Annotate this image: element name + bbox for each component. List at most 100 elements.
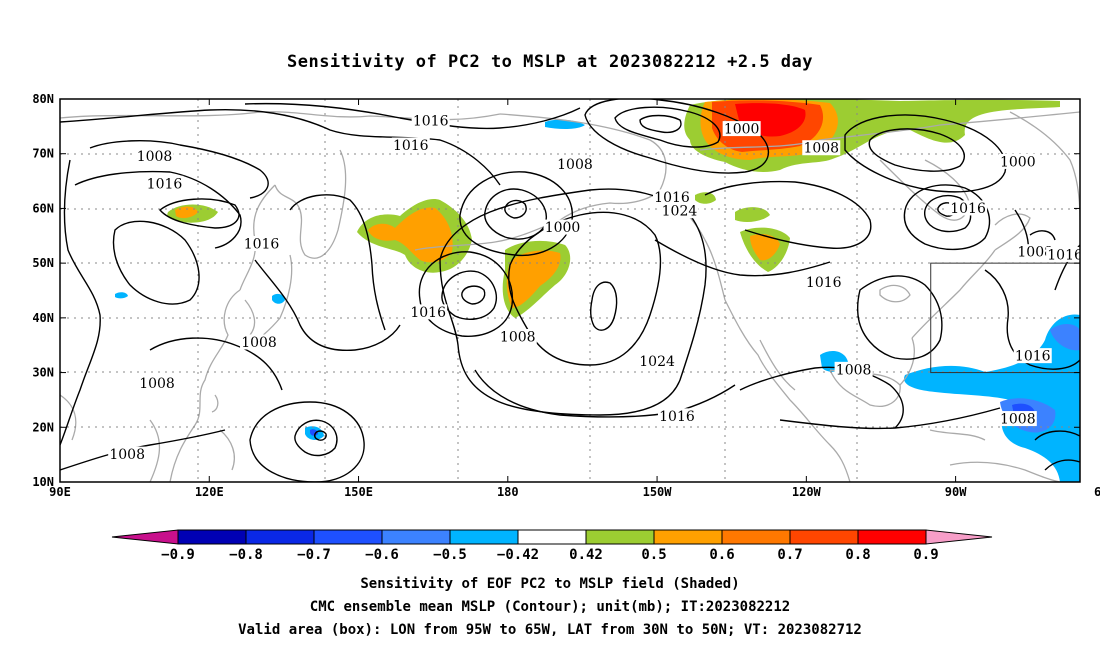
contour-label-1016: 1016 (411, 112, 450, 129)
coastline-caribbean (929, 429, 986, 441)
colorbar-bin (449, 529, 519, 545)
contour-asia-1008-east (149, 337, 283, 391)
contour-arctic-low-inner (639, 114, 682, 134)
colorbar-bin (653, 529, 723, 545)
contour-label-text: 1008 (1017, 245, 1053, 261)
colorbar-tick-label: 0.42 (569, 547, 603, 563)
coastline-hudson-bay (879, 159, 971, 221)
contour-label-bg (411, 112, 450, 128)
colorbar-tick-label: 0.5 (641, 547, 666, 563)
contour-label-1008: 1008 (138, 375, 177, 392)
contour-label-text: 1008 (109, 447, 145, 463)
colorbar-tick-label: −0.9 (161, 547, 195, 563)
coastline-india (60, 394, 77, 441)
contour-asia-1008-inner (112, 220, 200, 305)
coastline-indochina (149, 419, 161, 482)
contour-label-text: 1000 (724, 122, 760, 138)
lon-tick-label: 90E (49, 485, 71, 499)
coastline-alaska (499, 113, 667, 221)
coastline-newfoundland (994, 213, 1031, 251)
lat-tick-label: 50N (32, 256, 54, 270)
contour-label-text: 1016 (950, 201, 986, 217)
lat-tick-label: 70N (32, 147, 54, 161)
contour-label-1016: 1016 (949, 200, 988, 217)
contour-label-bg (653, 189, 691, 205)
contour-pacific-1016-w (254, 259, 401, 352)
lat-tick-label: 60N (32, 201, 54, 215)
contour-canada-1016 (654, 239, 831, 277)
coastline-great-lakes (879, 284, 911, 303)
contour-labels: 1016101610081016101610161008100810081008… (108, 112, 1080, 463)
contour-canada-low-outer (844, 114, 1007, 193)
lon-tick-label: 120E (195, 485, 224, 499)
contour-label-1000: 1000 (543, 219, 582, 236)
contour-label-1016: 1016 (242, 235, 281, 252)
contour-typhoon-outer (249, 401, 365, 482)
colorbar-tick-label: 0.8 (845, 547, 870, 563)
contour-label-bg (1046, 246, 1080, 262)
lat-tick-label: 10N (32, 475, 54, 489)
contour-label-1016: 1016 (1013, 348, 1052, 365)
colorbar-bin (313, 529, 383, 545)
contour-label-bg (135, 148, 174, 164)
contour-label-bg (998, 411, 1037, 427)
contour-caribbean (1034, 430, 1080, 471)
lon-tick-label: 60W (1094, 485, 1100, 499)
caption-line-3: Valid area (box): LON from 95W to 65W, L… (238, 622, 862, 638)
contour-label-bg (660, 203, 699, 219)
shade-asia-blue (115, 292, 128, 299)
contour-label-bg (391, 137, 430, 153)
lat-tick-label: 40N (32, 311, 54, 325)
contour-label-1000: 1000 (998, 153, 1037, 170)
coastline-korea (244, 299, 256, 336)
contour-label-bg (555, 156, 594, 172)
caption-line-1: Sensitivity of EOF PC2 to MSLP field (Sh… (360, 576, 739, 592)
shade-pacific-central-orange (506, 250, 561, 308)
contour-label-bg (138, 375, 177, 391)
contour-atlantic-1016 (856, 275, 943, 360)
contour-canada-1008 (704, 180, 872, 249)
shade-philippine-deep (310, 429, 318, 436)
contour-label-1016: 1016 (391, 137, 430, 154)
contour-label-bg (998, 153, 1037, 169)
colorbar-bin (177, 529, 247, 545)
contour-label-1016: 1016 (1046, 246, 1080, 263)
colorbar-tick-label: −0.42 (497, 547, 539, 563)
colorbar-high-triangle (925, 529, 993, 545)
colorbar-bin (585, 529, 655, 545)
contour-label-text: 1008 (1000, 412, 1036, 428)
lon-tick-label: 120W (792, 485, 822, 499)
contour-label-text: 1008 (137, 149, 173, 165)
contour-label-bg (722, 121, 761, 137)
contour-label-text: 1016 (659, 409, 695, 425)
contour-label-1008: 1008 (802, 140, 841, 157)
contour-siberia-1016 (74, 170, 242, 249)
contour-label-1008: 1008 (998, 411, 1037, 428)
lon-tick-label: 150W (643, 485, 673, 499)
contour-label-bg (1016, 244, 1055, 260)
contour-typhoon-mid (294, 419, 338, 457)
contour-label-text: 1008 (803, 141, 839, 157)
contour-labrador-low-outer (903, 184, 991, 251)
lon-tick-label: 90W (945, 485, 967, 499)
contour-label-bg (949, 200, 988, 216)
contour-label-text: 1024 (662, 204, 698, 220)
colorbar-tick-label: 0.7 (777, 547, 802, 563)
contour-label-1024: 1024 (660, 203, 699, 220)
contour-label-1008: 1008 (1016, 244, 1055, 261)
mslp-contours (60, 99, 1080, 482)
lat-tick-label: 20N (32, 420, 54, 434)
contour-label-text: 1008 (139, 376, 175, 392)
contour-high-1016 (439, 188, 707, 416)
contour-label-text: 1008 (557, 157, 593, 173)
contour-typhoon-inner (314, 430, 327, 441)
coastline-philippines (219, 429, 235, 471)
lat-tick-label: 80N (32, 92, 54, 106)
coastline-north-america-west (724, 299, 851, 482)
colorbar-bin (789, 529, 859, 545)
coastline-kamchatka (274, 149, 347, 259)
colorbar-bin (721, 529, 791, 545)
map-frame (59, 98, 1081, 483)
contour-siberia-1008 (89, 140, 269, 199)
